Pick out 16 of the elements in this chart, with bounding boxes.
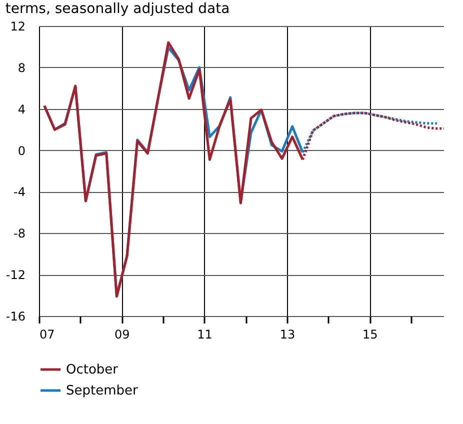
legend-label: October xyxy=(66,362,119,378)
y-tick-label: 0 xyxy=(18,144,26,158)
y-tick-label: -12 xyxy=(6,268,26,282)
x-tick-label: 11 xyxy=(197,328,212,342)
y-tick-label: 12 xyxy=(10,20,26,34)
x-tick-label: 15 xyxy=(362,328,378,342)
y-tick-label: 4 xyxy=(18,102,26,116)
x-tick-label: 13 xyxy=(280,328,296,342)
y-tick-label: 8 xyxy=(18,60,26,75)
y-tick-label: -16 xyxy=(6,310,26,324)
y-tick-label: -4 xyxy=(14,185,26,200)
x-tick-label: 07 xyxy=(40,328,55,342)
x-tick-label: 09 xyxy=(114,328,130,342)
legend-label: September xyxy=(66,384,139,398)
y-tick-label: -8 xyxy=(14,226,26,241)
chart-title: terms, seasonally adjusted data xyxy=(5,1,230,17)
